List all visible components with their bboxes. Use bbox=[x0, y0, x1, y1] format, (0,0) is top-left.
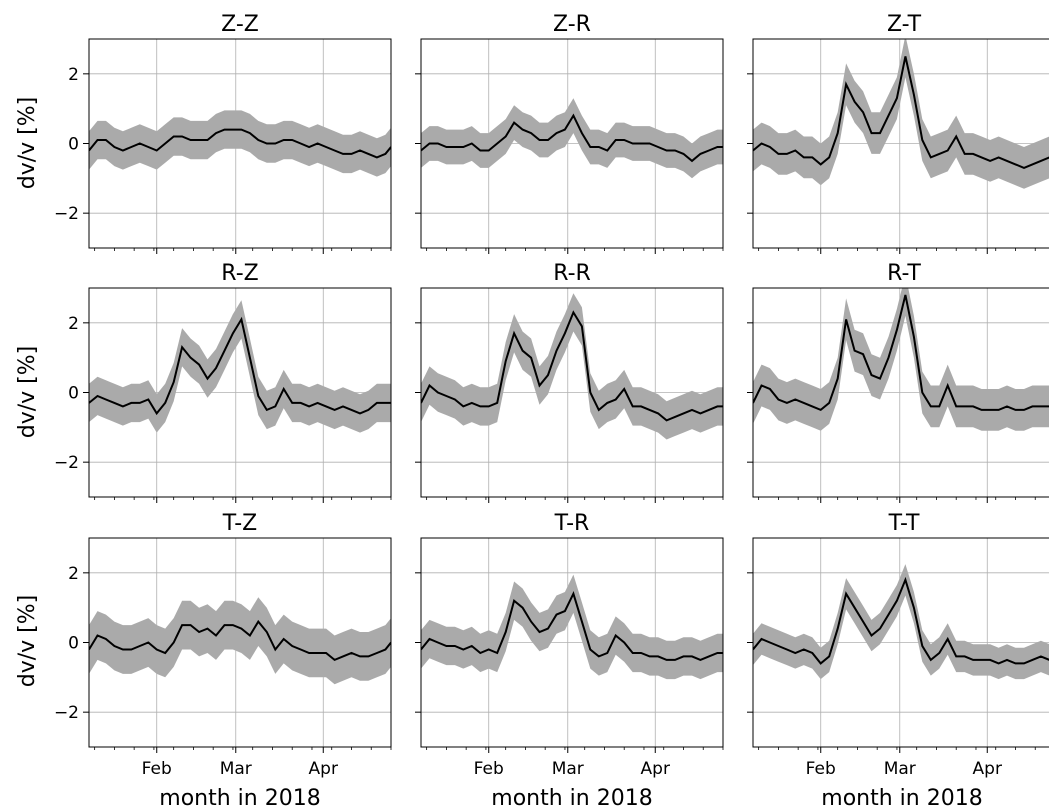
ytick-label: −2 bbox=[54, 703, 79, 723]
panel-title: R-T bbox=[887, 261, 921, 286]
xtick-label: Feb bbox=[806, 759, 836, 779]
uncertainty-band bbox=[89, 110, 391, 177]
panel-title: Z-T bbox=[887, 12, 922, 37]
uncertainty-band bbox=[89, 300, 391, 433]
xtick-label: Apr bbox=[973, 759, 1002, 779]
xtick-label: Feb bbox=[474, 759, 504, 779]
ylabel-row-3: dv/v [%] bbox=[15, 595, 40, 687]
panel-r-t: R-T bbox=[747, 261, 1049, 503]
xlabel-col-1: month in 2018 bbox=[159, 786, 320, 811]
ytick-label: −2 bbox=[54, 204, 79, 224]
panel-t-t: Feb Mar Apr T-T bbox=[747, 511, 1049, 779]
xtick-label: Mar bbox=[552, 759, 584, 779]
uncertainty-band bbox=[421, 98, 723, 179]
ytick-label: −2 bbox=[54, 453, 79, 473]
ytick-label: 2 bbox=[68, 564, 79, 584]
series-line bbox=[753, 576, 1049, 665]
xtick-label: Feb bbox=[142, 759, 172, 779]
panel-z-t: Z-T bbox=[747, 12, 1049, 254]
panel-title: R-R bbox=[553, 261, 591, 286]
ytick-label: 2 bbox=[68, 65, 79, 85]
panel-title: T-T bbox=[888, 511, 920, 536]
panel-title: Z-R bbox=[553, 12, 591, 37]
panel-title: T-R bbox=[554, 511, 590, 536]
xlabel-col-2: month in 2018 bbox=[491, 786, 652, 811]
panel-r-z: −2 0 2 R-Z bbox=[54, 261, 392, 503]
panel-t-z: −2 0 2 Feb Mar Apr T-Z bbox=[54, 511, 392, 779]
panel-title: Z-Z bbox=[221, 12, 259, 37]
uncertainty-band bbox=[421, 574, 723, 680]
panel-r-r: R-R bbox=[415, 261, 724, 503]
panel-title: T-Z bbox=[222, 511, 257, 536]
ytick-label: 0 bbox=[68, 384, 79, 404]
ylabel-row-1: dv/v [%] bbox=[15, 97, 40, 189]
series-line bbox=[421, 590, 723, 661]
panel-z-r: Z-R bbox=[415, 12, 724, 254]
xtick-label: Apr bbox=[309, 759, 338, 779]
xtick-label: Apr bbox=[641, 759, 670, 779]
panel-grid: −2 0 2 Z-Z Z-R Z-T −2 0 2 R-Z R-R R-T −2 0 2 Feb Mar Apr T… bbox=[54, 12, 1049, 779]
series-line bbox=[421, 310, 723, 422]
uncertainty-band bbox=[89, 597, 391, 685]
panel-t-r: Feb Mar Apr T-R bbox=[415, 511, 724, 779]
series-line bbox=[753, 294, 1049, 412]
uncertainty-band bbox=[753, 288, 1049, 431]
xlabel-col-3: month in 2018 bbox=[821, 786, 982, 811]
series-line bbox=[421, 113, 723, 163]
series-line bbox=[89, 128, 391, 159]
uncertainty-band bbox=[753, 564, 1049, 680]
ytick-label: 0 bbox=[68, 634, 79, 654]
series-line bbox=[89, 316, 391, 416]
panel-title: R-Z bbox=[221, 261, 258, 286]
series-line bbox=[89, 619, 391, 662]
ylabel-row-2: dv/v [%] bbox=[15, 346, 40, 438]
ytick-label: 2 bbox=[68, 314, 79, 334]
xtick-label: Mar bbox=[884, 759, 916, 779]
uncertainty-band bbox=[753, 39, 1049, 189]
ytick-label: 0 bbox=[68, 135, 79, 155]
xtick-label: Mar bbox=[220, 759, 252, 779]
panel-z-z: −2 0 2 Z-Z bbox=[54, 12, 392, 254]
series-line bbox=[753, 56, 1049, 169]
